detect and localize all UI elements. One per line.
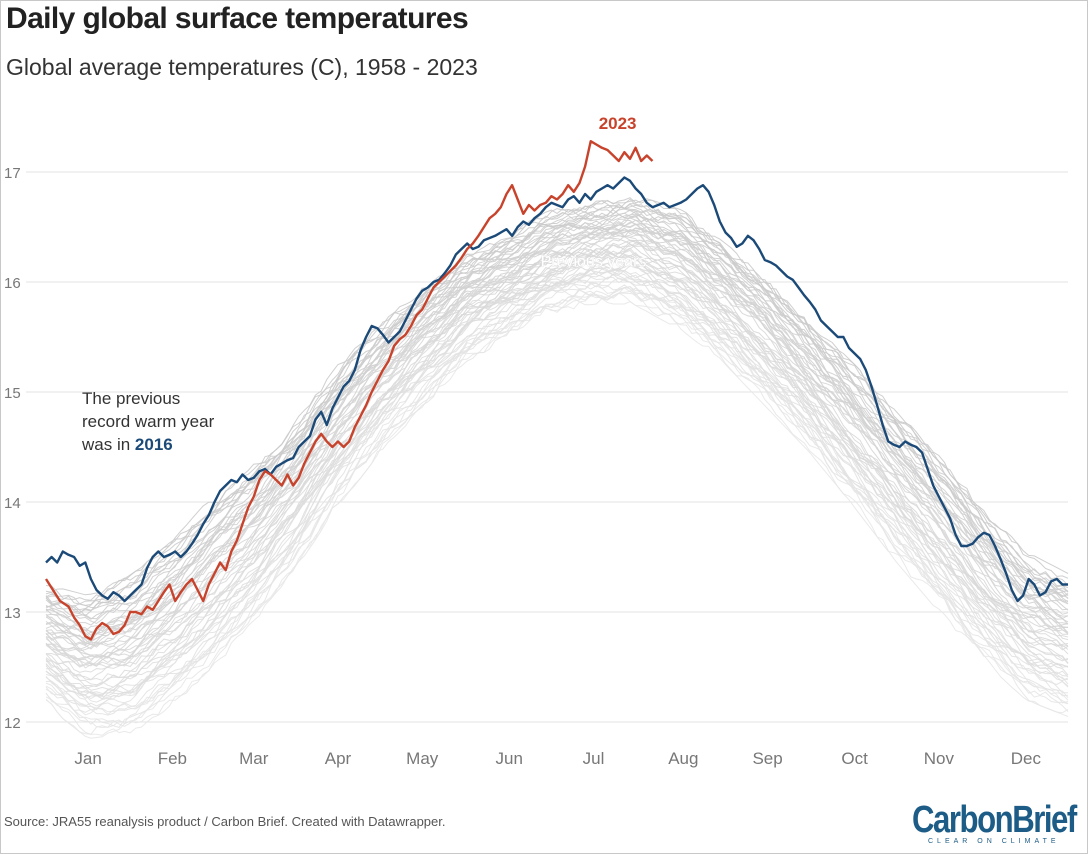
logo-tagline: CLEAR ON CLIMATE	[928, 838, 1060, 845]
record-year-highlight: 2016	[135, 435, 173, 454]
previous-years-lines	[45, 197, 1069, 739]
previous-year-line	[45, 209, 1069, 607]
previous-year-line	[45, 269, 1069, 700]
previous-year-line	[45, 203, 1069, 617]
record-note-line: was in 2016	[81, 435, 173, 454]
previous-year-line	[45, 200, 1069, 609]
chart-subtitle: Global average temperatures (C), 1958 - …	[6, 54, 478, 80]
x-tick-label-mar: Mar	[239, 749, 269, 768]
logo-wordmark: CarbonBrief	[912, 799, 1077, 841]
source-note: Source: JRA55 reanalysis product / Carbo…	[4, 814, 446, 829]
previous-year-line	[45, 231, 1069, 652]
x-tick-label-jan: Jan	[74, 749, 101, 768]
previous-year-line	[45, 271, 1069, 707]
previous-year-line	[45, 260, 1069, 689]
previous-year-line	[45, 228, 1069, 644]
previous-years-label: Previous years	[541, 254, 647, 271]
chart-title: Daily global surface temperatures	[6, 2, 469, 35]
x-tick-label-aug: Aug	[668, 749, 698, 768]
x-tick-label-feb: Feb	[158, 749, 187, 768]
record-note-line: The previous	[82, 389, 180, 408]
x-tick-label-jun: Jun	[496, 749, 523, 768]
previous-year-line	[45, 247, 1069, 669]
previous-year-line	[45, 282, 1069, 735]
previous-year-line	[45, 226, 1069, 639]
series-line-2023[interactable]	[44, 139, 654, 641]
x-tick-label-jul: Jul	[583, 749, 605, 768]
previous-year-line	[45, 292, 1069, 736]
previous-year-line	[45, 252, 1069, 668]
previous-year-line	[45, 227, 1069, 643]
x-tick-label-nov: Nov	[924, 749, 955, 768]
previous-year-line	[45, 286, 1069, 713]
chart-annotations: 2023 Previous years The previous record war…	[81, 114, 647, 454]
previous-year-line	[45, 229, 1069, 637]
x-tick-label-may: May	[406, 749, 439, 768]
previous-year-line	[45, 284, 1069, 728]
previous-year-line	[45, 281, 1069, 711]
previous-year-line	[45, 249, 1069, 681]
x-tick-label-dec: Dec	[1011, 749, 1042, 768]
x-tick-label-sep: Sep	[752, 749, 782, 768]
y-axis-ticks: 12 13 14 15 16 17	[4, 165, 21, 732]
y-tick-label: 14	[4, 495, 21, 512]
previous-year-line	[45, 204, 1069, 620]
x-tick-label-oct: Oct	[841, 749, 868, 768]
x-tick-label-apr: Apr	[325, 749, 352, 768]
record-note-line: record warm year	[82, 412, 215, 431]
y-tick-label: 17	[4, 165, 21, 182]
previous-year-line	[45, 212, 1069, 632]
highlighted-series	[44, 139, 1068, 641]
y-tick-label: 13	[4, 605, 21, 622]
chart-area: 12 13 14 15 16 17 Jan Feb Mar Apr May Jun Jul Aug Sep…	[4, 114, 1069, 768]
y-tick-label: 16	[4, 275, 21, 292]
previous-year-line	[45, 289, 1069, 716]
carbon-brief-logo[interactable]: CarbonBrief CLEAR ON CLIMATE	[912, 800, 1086, 845]
series-line-2016[interactable]	[45, 176, 1068, 603]
previous-year-line	[45, 197, 1069, 596]
previous-year-line	[45, 268, 1069, 697]
y-tick-label: 15	[4, 385, 21, 402]
previous-year-line	[45, 229, 1069, 664]
previous-year-line	[45, 259, 1069, 681]
y-tick-label: 12	[4, 715, 21, 732]
previous-year-line	[45, 297, 1069, 739]
x-axis-ticks: Jan Feb Mar Apr May Jun Jul Aug Sep Oct Nov Dec	[74, 749, 1041, 768]
previous-year-line	[45, 262, 1069, 690]
series-label-2023: 2023	[599, 114, 637, 133]
previous-year-line	[45, 199, 1069, 601]
previous-year-line	[45, 252, 1069, 667]
